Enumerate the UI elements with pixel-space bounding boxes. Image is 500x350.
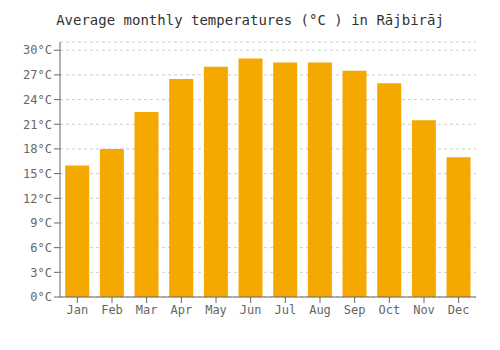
svg-text:3°C: 3°C	[30, 266, 52, 280]
svg-text:May: May	[205, 303, 227, 317]
svg-text:24°C: 24°C	[23, 93, 52, 107]
svg-text:Oct: Oct	[378, 303, 400, 317]
svg-text:27°C: 27°C	[23, 68, 52, 82]
svg-text:Mar: Mar	[136, 303, 158, 317]
svg-text:9°C: 9°C	[30, 216, 52, 230]
svg-text:Sep: Sep	[344, 303, 366, 317]
html-text:Average monthly temperatures (: Average monthly temperatures (°C ) in Rā…	[56, 12, 444, 28]
svg-text:Nov: Nov	[413, 303, 435, 317]
svg-text:Jul: Jul	[274, 303, 296, 317]
svg-text:Aug: Aug	[309, 303, 331, 317]
svg-text:Dec: Dec	[448, 303, 470, 317]
svg-text:Feb: Feb	[101, 303, 123, 317]
svg-text:30°C: 30°C	[23, 43, 52, 57]
svg-text:21°C: 21°C	[23, 118, 52, 132]
svg-text:Jan: Jan	[66, 303, 88, 317]
svg-text:15°C: 15°C	[23, 167, 52, 181]
svg-text:Apr: Apr	[170, 303, 192, 317]
svg-text:18°C: 18°C	[23, 142, 52, 156]
svg-text:6°C: 6°C	[30, 241, 52, 255]
svg-text:12°C: 12°C	[23, 192, 52, 206]
svg-text:0°C: 0°C	[30, 290, 52, 304]
svg-text:Jun: Jun	[240, 303, 262, 317]
